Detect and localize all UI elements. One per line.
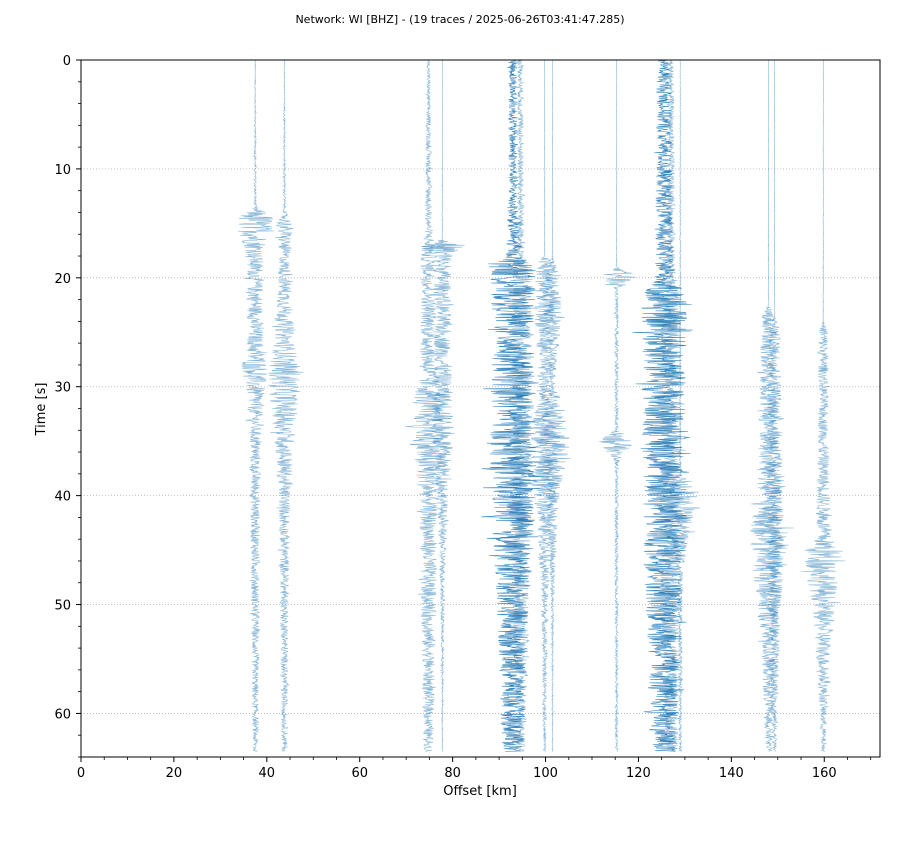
axis-ticks: 0 20 40 60 80 100 120 140 160 0 10 20 30 40 50 60 (54, 54, 872, 781)
y-tick-label: 60 (54, 707, 71, 722)
y-tick-label: 10 (54, 163, 71, 178)
y-tick-label: 0 (63, 54, 71, 69)
x-tick-label: 80 (444, 766, 461, 781)
seismic-trace-4 (421, 59, 465, 752)
seismic-trace-13 (749, 59, 794, 752)
seismic-trace-14 (762, 59, 786, 752)
seismic-trace-15 (801, 59, 846, 752)
seismic-trace-12 (661, 59, 701, 752)
x-tick-label: 100 (533, 766, 558, 781)
seismic-trace-10 (632, 59, 694, 752)
x-tick-label: 160 (812, 766, 837, 781)
seismic-trace-9 (599, 59, 636, 752)
x-tick-label: 40 (259, 766, 276, 781)
y-tick-label: 40 (54, 490, 71, 505)
x-tick-label: 140 (719, 766, 744, 781)
seismic-trace-2 (268, 59, 304, 752)
grid-lines (81, 168, 880, 714)
seismic-trace-11 (654, 59, 686, 752)
x-tick-label: 60 (351, 766, 368, 781)
x-tick-label: 120 (626, 766, 651, 781)
x-tick-label: 20 (166, 766, 183, 781)
seismic-trace-7 (529, 60, 560, 752)
trace-layer (238, 59, 846, 752)
y-tick-label: 20 (54, 272, 71, 287)
seismic-trace-6 (505, 59, 535, 752)
y-tick-label: 50 (54, 599, 71, 614)
seismic-trace-1 (238, 60, 275, 752)
y-axis-title: Time [s] (34, 383, 49, 437)
seismic-trace-5 (481, 59, 544, 752)
y-tick-label: 30 (54, 381, 71, 396)
x-axis-title: Offset [km] (443, 784, 517, 799)
seismic-trace-8 (535, 60, 571, 752)
x-tick-label: 0 (77, 766, 85, 781)
plot-area-frame (80, 59, 881, 758)
chart-title: Network: WI [BHZ] - (19 traces / 2025-06… (295, 13, 624, 26)
